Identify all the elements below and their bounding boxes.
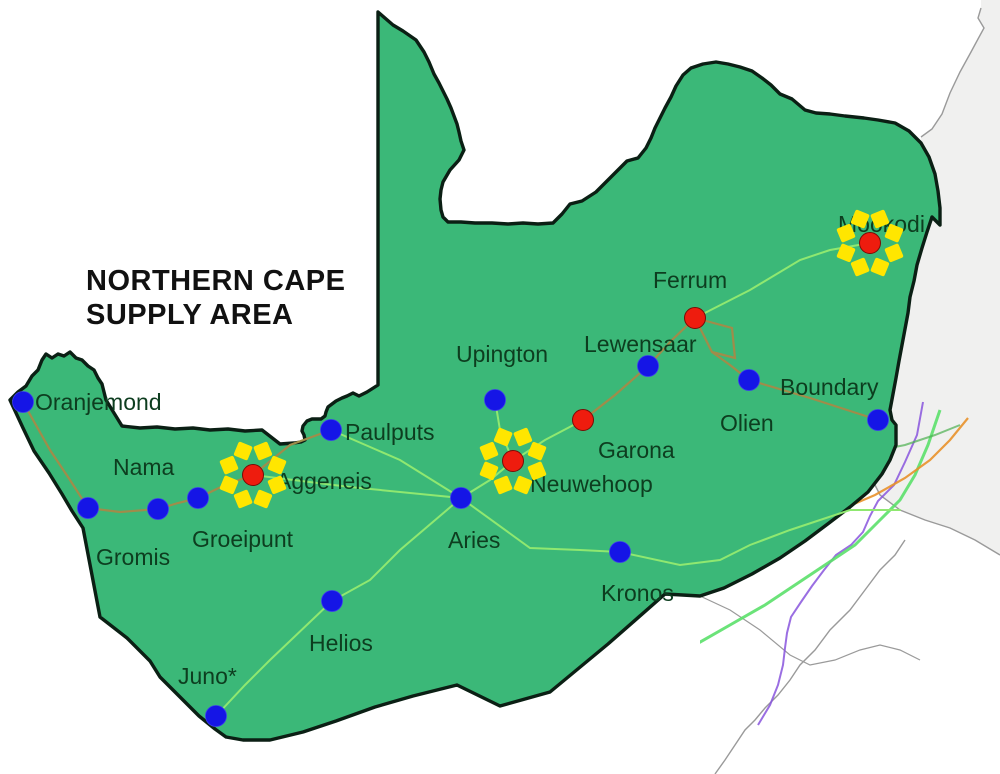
- svg-text:Lewensaar: Lewensaar: [584, 331, 697, 357]
- svg-text:Aries: Aries: [448, 527, 500, 553]
- svg-text:Paulputs: Paulputs: [345, 419, 435, 445]
- svg-text:Ferrum: Ferrum: [653, 267, 727, 293]
- svg-text:Oranjemond: Oranjemond: [35, 389, 162, 415]
- svg-text:Boundary: Boundary: [780, 374, 879, 400]
- svg-text:Juno*: Juno*: [178, 663, 237, 689]
- svg-text:Gromis: Gromis: [96, 544, 170, 570]
- svg-text:Helios: Helios: [309, 630, 373, 656]
- svg-text:Aggeneis: Aggeneis: [276, 468, 372, 494]
- svg-text:Olien: Olien: [720, 410, 774, 436]
- svg-text:Neuwehoop: Neuwehoop: [530, 471, 653, 497]
- svg-text:Kronos: Kronos: [601, 580, 674, 606]
- svg-text:Upington: Upington: [456, 341, 548, 367]
- svg-text:Garona: Garona: [598, 437, 675, 463]
- svg-text:Nama: Nama: [113, 454, 175, 480]
- svg-text:Groeipunt: Groeipunt: [192, 526, 294, 552]
